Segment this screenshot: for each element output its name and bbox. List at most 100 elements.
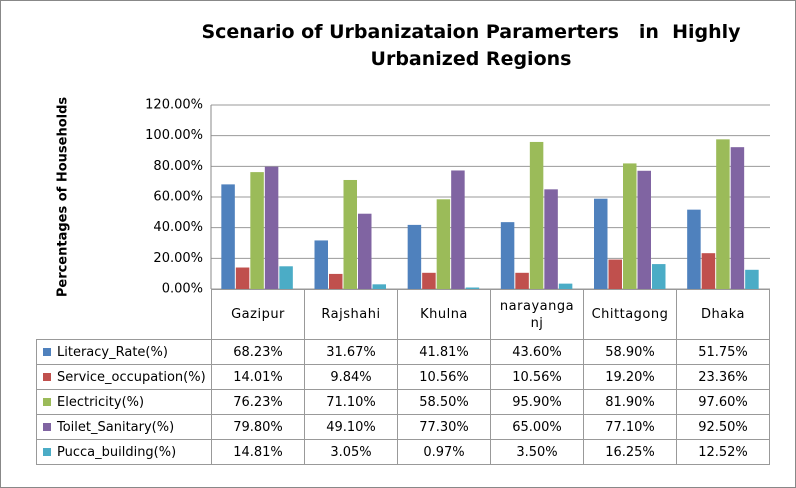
data-label: 92.50% bbox=[676, 414, 770, 440]
series-row: Electricity(%) 76.23% 71.10% 58.50% 95.90% 81… bbox=[36, 389, 770, 415]
bar bbox=[436, 199, 451, 289]
legend-key bbox=[43, 372, 51, 381]
bar bbox=[529, 141, 544, 289]
bar bbox=[250, 172, 264, 289]
bar bbox=[544, 189, 558, 289]
series-row: Literacy_Rate(%) 68.23% 31.67% 41.81% 43.60%… bbox=[36, 339, 770, 365]
data-label: 58.90% bbox=[583, 339, 677, 365]
y-tick-label: 20.00% bbox=[153, 251, 203, 266]
data-label: 68.23% bbox=[211, 339, 305, 365]
x-tick-label: Rajshahi bbox=[321, 307, 381, 322]
corner-cell bbox=[36, 289, 212, 340]
data-label: 51.75% bbox=[676, 339, 770, 365]
category-cell: Khulna bbox=[397, 289, 491, 340]
data-label: 49.10% bbox=[304, 414, 398, 440]
series-row: Toilet_Sanitary(%) 79.80% 49.10% 77.30% 65.0… bbox=[36, 414, 770, 440]
bar bbox=[558, 283, 573, 289]
bar bbox=[652, 264, 666, 289]
legend-label: Toilet_Sanitary(%) bbox=[57, 419, 175, 435]
y-tick-label: 60.00% bbox=[153, 190, 203, 205]
x-tick-label: Khulna bbox=[420, 307, 468, 322]
data-label: 71.10% bbox=[304, 389, 398, 415]
legend-key bbox=[43, 397, 51, 406]
data-label: 14.81% bbox=[211, 439, 305, 465]
data-label: 10.56% bbox=[397, 364, 491, 390]
data-label: 9.84% bbox=[304, 364, 398, 390]
bar bbox=[608, 259, 622, 289]
data-label: 16.25% bbox=[583, 439, 677, 465]
bar bbox=[701, 253, 716, 289]
legend-cell: Toilet_Sanitary(%) bbox=[36, 414, 212, 440]
bar bbox=[515, 272, 529, 289]
data-label: 76.23% bbox=[211, 389, 305, 415]
x-tick-label: Chittagong bbox=[591, 307, 669, 322]
data-label: 77.30% bbox=[397, 414, 491, 440]
data-label: 23.36% bbox=[676, 364, 770, 390]
chart-title: Scenario of Urbanizataion Paramerters in… bbox=[201, 21, 748, 70]
bar bbox=[422, 272, 436, 289]
y-tick-label: 40.00% bbox=[153, 220, 203, 235]
data-label: 12.52% bbox=[676, 439, 770, 465]
y-tick-label: 80.00% bbox=[153, 159, 203, 174]
legend-cell: Pucca_building(%) bbox=[36, 439, 212, 465]
data-label: 43.60% bbox=[490, 339, 584, 365]
data-label: 81.90% bbox=[583, 389, 677, 415]
data-label: 3.05% bbox=[304, 439, 398, 465]
bar bbox=[500, 222, 515, 289]
category-cell: Dhaka bbox=[676, 289, 770, 340]
category-cell: Chittagong bbox=[583, 289, 677, 340]
bar bbox=[623, 163, 637, 289]
bar bbox=[745, 269, 759, 289]
data-label: 97.60% bbox=[676, 389, 770, 415]
y-tick-label: 120.00% bbox=[145, 98, 203, 113]
bar bbox=[730, 147, 745, 289]
y-tick-label: 100.00% bbox=[145, 128, 203, 143]
legend-label: Electricity(%) bbox=[57, 394, 145, 410]
data-label: 95.90% bbox=[490, 389, 584, 415]
category-cell: Rajshahi bbox=[304, 289, 398, 340]
data-label: 41.81% bbox=[397, 339, 491, 365]
data-label: 77.10% bbox=[583, 414, 677, 440]
data-table: Gazipur Rajshahi Khulna narayanganj Chittago… bbox=[36, 289, 770, 465]
data-label: 19.20% bbox=[583, 364, 677, 390]
data-label: 79.80% bbox=[211, 414, 305, 440]
bar bbox=[594, 198, 608, 289]
bar bbox=[716, 139, 730, 289]
legend-cell: Literacy_Rate(%) bbox=[36, 339, 212, 365]
data-label: 10.56% bbox=[490, 364, 584, 390]
bar bbox=[372, 284, 386, 289]
bar bbox=[235, 267, 250, 289]
bar bbox=[407, 224, 422, 289]
legend-cell: Service_occupation(%) bbox=[36, 364, 212, 390]
bar bbox=[279, 266, 293, 289]
legend-label: Service_occupation(%) bbox=[57, 369, 206, 385]
legend-label: Pucca_building(%) bbox=[57, 444, 177, 460]
bar bbox=[329, 273, 343, 289]
category-cell: Gazipur bbox=[211, 289, 305, 340]
series-row: Pucca_building(%) 14.81% 3.05% 0.97% 3.50% 16… bbox=[36, 439, 770, 465]
legend-key bbox=[43, 422, 51, 431]
x-tick-label: narayanganj bbox=[499, 298, 575, 331]
x-tick-label: Gazipur bbox=[231, 307, 285, 322]
category-cell: narayanganj bbox=[490, 289, 584, 340]
series-row: Service_occupation(%) 14.01% 9.84% 10.56% 10… bbox=[36, 364, 770, 390]
bar bbox=[358, 213, 372, 289]
bar bbox=[451, 170, 465, 289]
legend-cell: Electricity(%) bbox=[36, 389, 212, 415]
data-label: 58.50% bbox=[397, 389, 491, 415]
y-axis-label: Percentages of Households bbox=[56, 97, 71, 298]
bar bbox=[343, 179, 357, 289]
bar bbox=[264, 166, 279, 289]
bar bbox=[465, 287, 480, 289]
data-label: 31.67% bbox=[304, 339, 398, 365]
bar bbox=[314, 240, 328, 289]
legend-label: Literacy_Rate(%) bbox=[57, 344, 168, 360]
bar bbox=[221, 184, 235, 289]
bar bbox=[637, 170, 651, 289]
legend-key bbox=[43, 447, 51, 456]
data-label: 65.00% bbox=[490, 414, 584, 440]
category-row: Gazipur Rajshahi Khulna narayanganj Chittago… bbox=[36, 289, 770, 340]
data-label: 14.01% bbox=[211, 364, 305, 390]
